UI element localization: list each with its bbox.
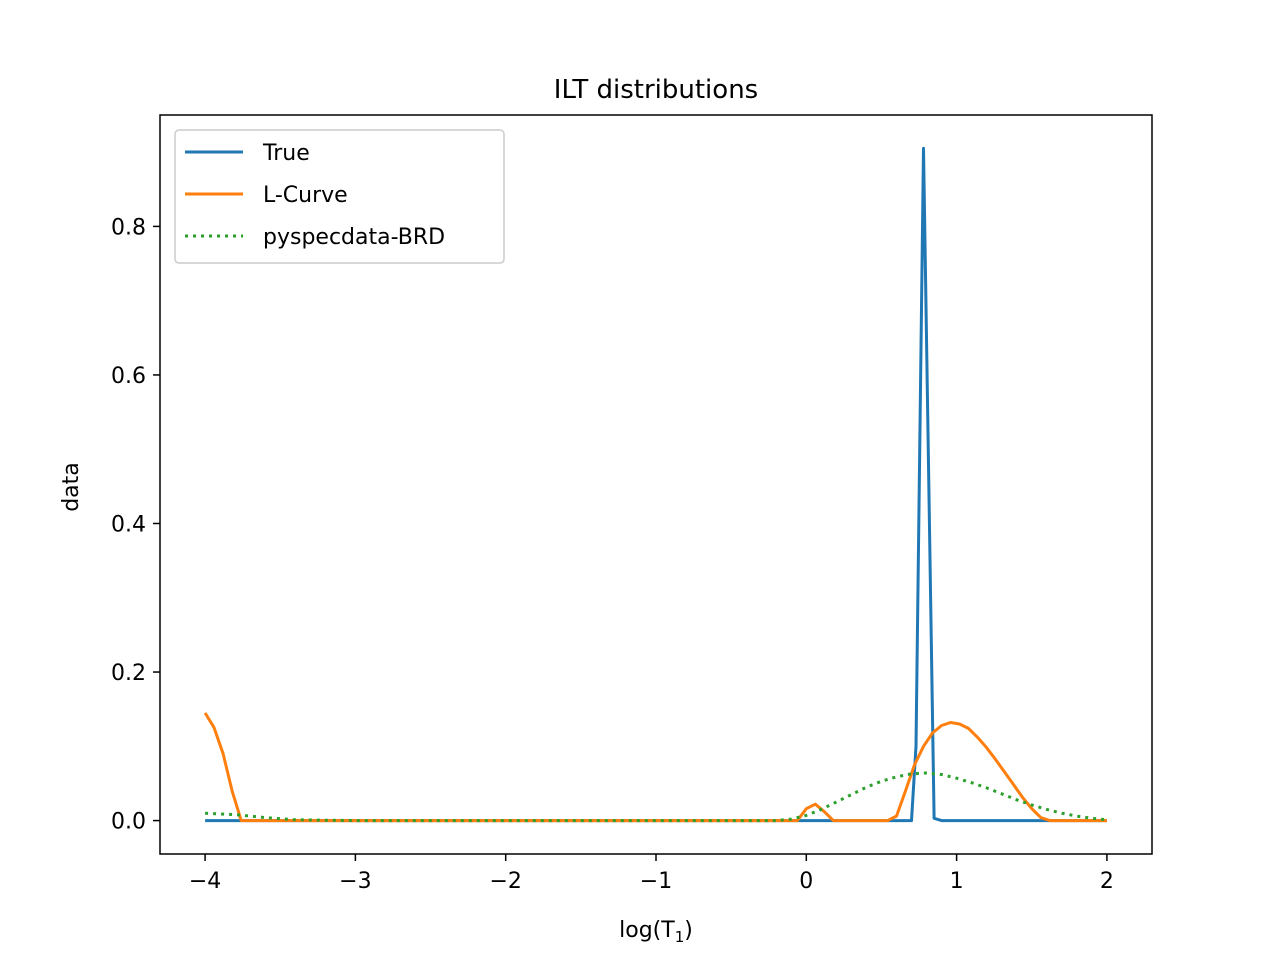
x-tick-label: 2	[1100, 869, 1114, 894]
y-tick-label: 0.2	[111, 661, 146, 686]
series-line-l-curve	[203, 712, 1107, 823]
y-tick-label: 0.0	[111, 810, 146, 835]
y-tick-label: 0.4	[111, 512, 146, 537]
y-tick-label: 0.6	[111, 364, 146, 389]
legend-label: True	[262, 141, 310, 166]
series-layer	[203, 146, 1108, 823]
y-axis-label: data	[59, 462, 84, 512]
chart-title: ILT distributions	[554, 75, 758, 105]
x-axis: −4 −3 −2 −1 0 1 2	[189, 854, 1114, 894]
y-axis: 0.0 0.2 0.4 0.6 0.8	[111, 215, 160, 835]
x-tick-label: −1	[640, 869, 672, 894]
x-tick-label: −4	[189, 869, 221, 894]
legend-box	[174, 129, 505, 264]
series-line-true	[205, 146, 1107, 823]
y-tick-label: 0.8	[111, 215, 146, 240]
legend: True L-Curve pyspecdata-BRD	[174, 129, 505, 264]
x-axis-label-main: log(T	[619, 918, 675, 943]
x-axis-label-close: )	[684, 918, 693, 943]
x-axis-label-subscript: 1	[675, 928, 685, 946]
legend-label: pyspecdata-BRD	[263, 225, 445, 250]
x-tick-label: 1	[950, 869, 964, 894]
x-tick-label: −3	[339, 869, 371, 894]
legend-label: L-Curve	[263, 183, 348, 208]
x-tick-label: −2	[489, 869, 521, 894]
x-tick-label: 0	[799, 869, 813, 894]
x-axis-label: log(T1)	[619, 918, 693, 946]
